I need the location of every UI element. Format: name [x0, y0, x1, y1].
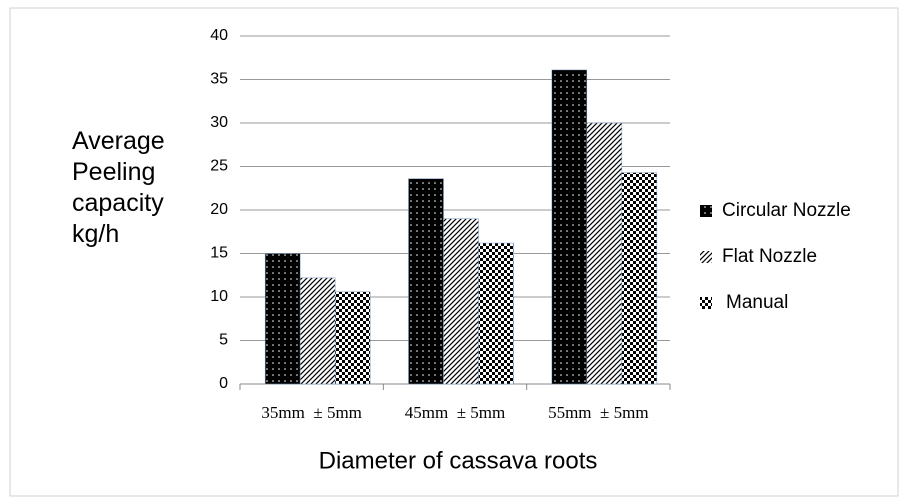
- legend-label: Manual: [726, 292, 788, 313]
- y-tick-label: 35: [210, 71, 228, 88]
- bar: [586, 122, 623, 385]
- bar: [299, 277, 336, 385]
- bar: [443, 218, 479, 385]
- bar: [621, 172, 658, 385]
- frame: [9, 7, 899, 497]
- y-axis-label: Average Peeling capacity kg/h: [72, 127, 165, 248]
- bar: [264, 253, 301, 385]
- y-tick-label: 30: [210, 114, 228, 131]
- bar: [408, 178, 444, 385]
- y-tick-label: 10: [210, 288, 228, 305]
- y-tick-label: 0: [219, 375, 228, 392]
- y-tick-label: 15: [210, 245, 228, 262]
- legend-swatch: [700, 205, 712, 217]
- legend-swatch: [700, 297, 712, 309]
- y-tick-label: 40: [210, 27, 228, 44]
- bar: [478, 242, 514, 385]
- legend-swatch: [700, 251, 712, 263]
- x-axis-label: Diameter of cassava roots: [319, 447, 598, 474]
- x-tick-label: 55mm ± 5mm: [548, 403, 648, 422]
- x-tick-label: 35mm ± 5mm: [261, 403, 361, 422]
- y-tick-label: 20: [210, 201, 228, 218]
- y-tick-label: 25: [210, 158, 228, 175]
- legend-label: Flat Nozzle: [722, 246, 817, 267]
- bar: [334, 291, 371, 385]
- x-tick-label: 45mm ± 5mm: [405, 403, 505, 422]
- legend-label: Circular Nozzle: [722, 200, 851, 221]
- y-tick-label: 5: [219, 332, 228, 349]
- bar: [551, 69, 588, 385]
